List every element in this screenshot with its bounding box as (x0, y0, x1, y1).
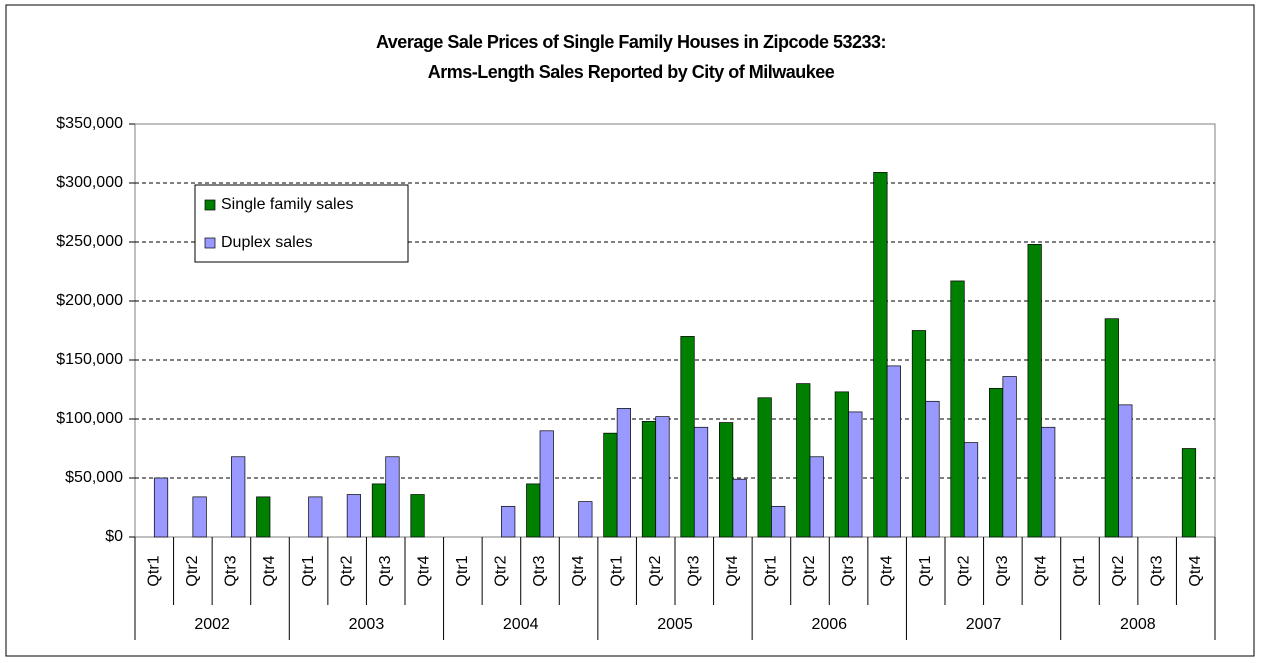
y-tick-label: $250,000 (56, 233, 123, 250)
x-tick-label: Qtr4 (1033, 555, 1050, 586)
x-tick-label: Qtr1 (146, 555, 163, 586)
chart-title: Arms-Length Sales Reported by City of Mi… (428, 62, 835, 82)
x-tick-label: Qtr3 (377, 555, 394, 586)
bar (963, 442, 979, 538)
y-tick-label: $0 (105, 528, 123, 545)
bar (578, 501, 593, 538)
bar (1118, 404, 1133, 538)
bar (911, 330, 927, 538)
group-label: 2005 (657, 616, 693, 633)
x-tick-label: Qtr1 (1071, 555, 1088, 586)
bar (346, 494, 361, 538)
x-tick-label: Qtr2 (956, 555, 973, 586)
bar (1181, 448, 1197, 538)
x-tick-label: Qtr4 (1187, 555, 1204, 586)
x-tick-label: Qtr4 (570, 555, 587, 586)
bar (153, 477, 169, 538)
x-tick-label: Qtr1 (300, 555, 317, 586)
group-label: 2004 (503, 616, 539, 633)
bar (308, 496, 323, 538)
bar (616, 408, 631, 538)
bar (719, 422, 734, 538)
bar (680, 336, 695, 538)
x-tick-label: Qtr3 (223, 555, 240, 586)
x-tick-label: Qtr2 (647, 555, 664, 586)
bar (732, 478, 747, 538)
bar (371, 483, 387, 538)
x-tick-label: Qtr3 (1148, 555, 1165, 586)
group-label: 2007 (966, 616, 1002, 633)
x-tick-label: Qtr1 (917, 555, 934, 586)
bar (834, 391, 849, 538)
bar (526, 483, 541, 538)
chart-title: Average Sale Prices of Single Family Hou… (376, 32, 886, 52)
bar (950, 280, 965, 538)
x-tick-label: Qtr2 (1110, 555, 1127, 586)
legend-swatch (204, 199, 216, 211)
group-label: 2003 (349, 616, 385, 633)
bar (989, 387, 1004, 538)
bar (693, 426, 709, 538)
bar (1027, 244, 1042, 538)
bar (757, 397, 772, 538)
x-tick-label: Qtr3 (531, 555, 548, 586)
x-tick-label: Qtr3 (994, 555, 1011, 586)
x-tick-label: Qtr2 (493, 555, 510, 586)
x-tick-label: Qtr1 (454, 555, 471, 586)
bar (410, 494, 425, 538)
x-tick-label: Qtr2 (801, 555, 818, 586)
x-tick-label: Qtr1 (763, 555, 780, 586)
bar (603, 432, 618, 538)
bar (385, 456, 400, 538)
bar (886, 365, 901, 538)
x-tick-label: Qtr1 (608, 555, 625, 586)
bar (192, 496, 207, 538)
bar (655, 416, 670, 538)
x-tick-label: Qtr4 (416, 555, 433, 586)
group-label: 2002 (194, 616, 230, 633)
x-tick-label: Qtr3 (686, 555, 703, 586)
bar (1104, 318, 1119, 538)
y-tick-label: $350,000 (56, 115, 123, 132)
bar (1041, 426, 1056, 538)
y-tick-label: $300,000 (56, 174, 123, 191)
bar (771, 505, 786, 538)
group-label: 2006 (811, 616, 847, 633)
legend-label: Single family sales (221, 196, 354, 213)
bar (809, 456, 824, 538)
x-tick-label: Qtr2 (338, 555, 355, 586)
bar (1002, 376, 1017, 538)
legend-box (194, 184, 409, 263)
bar (231, 456, 246, 538)
bar (848, 411, 863, 538)
bar (501, 505, 516, 538)
group-label: 2008 (1120, 616, 1156, 633)
x-tick-label: Qtr3 (840, 555, 857, 586)
bar (641, 421, 657, 538)
y-tick-label: $150,000 (56, 351, 123, 368)
legend-swatch (204, 237, 216, 249)
y-tick-label: $50,000 (65, 469, 123, 486)
x-tick-label: Qtr4 (724, 555, 741, 586)
y-tick-label: $200,000 (56, 292, 123, 309)
bar (873, 172, 888, 538)
bar (925, 400, 940, 538)
legend-label: Duplex sales (221, 234, 313, 251)
x-tick-label: Qtr4 (261, 555, 278, 586)
x-tick-label: Qtr4 (878, 555, 895, 586)
x-tick-label: Qtr2 (184, 555, 201, 586)
y-tick-label: $100,000 (56, 410, 123, 427)
bar (796, 383, 811, 538)
bar (539, 430, 554, 538)
bar (256, 496, 271, 538)
